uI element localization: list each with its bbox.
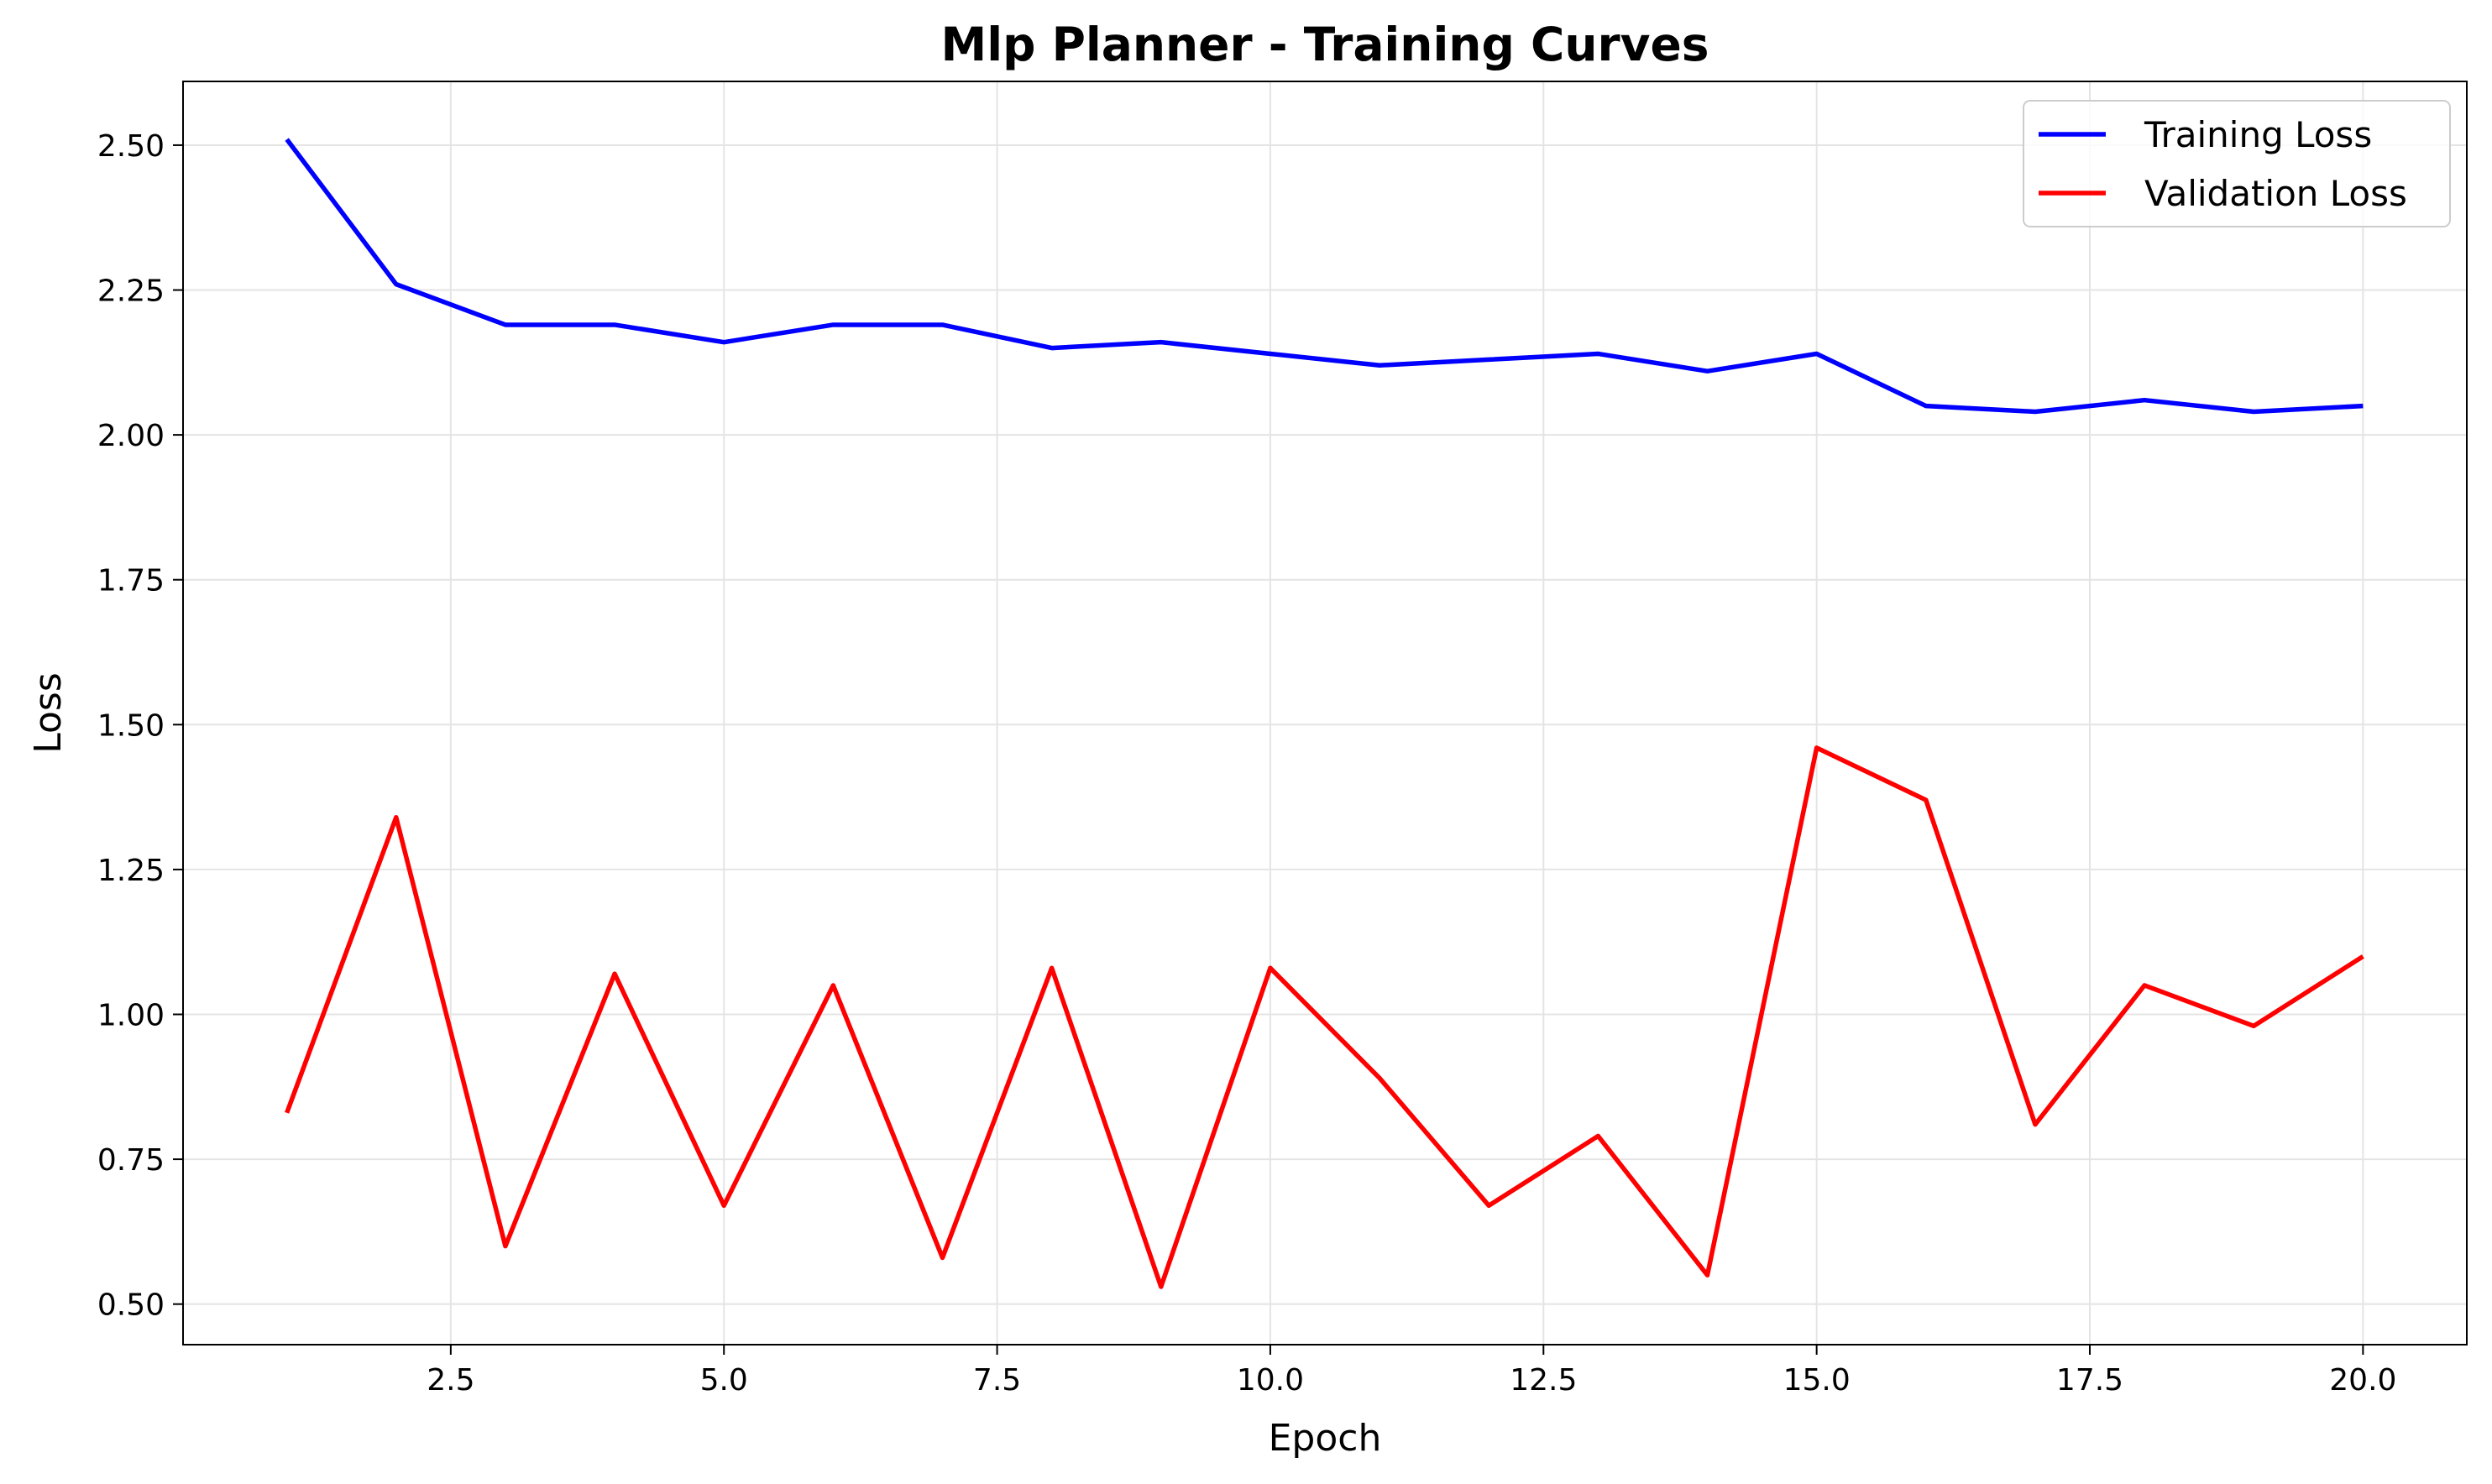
- legend: Training Loss Validation Loss: [2023, 100, 2451, 227]
- legend-box: [2023, 100, 2451, 227]
- validation-loss-line: [285, 745, 2364, 1289]
- series-lines: [285, 138, 2364, 1289]
- legend-label-validation-loss: Validation Loss: [2144, 173, 2407, 214]
- plot-area-frame: [182, 81, 2468, 1346]
- x-tick-label: 20.0: [2329, 1363, 2396, 1398]
- y-tick-label: 1.25: [97, 854, 165, 888]
- y-tick-label: 0.50: [97, 1288, 165, 1323]
- y-tick-label: 1.50: [97, 708, 165, 743]
- x-tick-label: 17.5: [2056, 1363, 2123, 1398]
- grid: [183, 81, 2467, 1345]
- y-tick-label: 2.25: [97, 274, 165, 309]
- training-loss-line: [285, 138, 2364, 415]
- y-axis-label: Loss: [27, 672, 70, 754]
- x-tick-label: 2.5: [427, 1363, 474, 1398]
- x-tick-label: 12.5: [1510, 1363, 1577, 1398]
- legend-label-training-loss: Training Loss: [2144, 114, 2372, 155]
- y-tick-label: 2.00: [97, 419, 165, 453]
- x-axis-label: Epoch: [1269, 1417, 1382, 1460]
- y-tick-label: 1.75: [97, 564, 165, 598]
- x-tick-label: 7.5: [973, 1363, 1021, 1398]
- x-tick-label: 15.0: [1783, 1363, 1851, 1398]
- x-tick-label: 10.0: [1237, 1363, 1304, 1398]
- x-tick-label: 5.0: [700, 1363, 748, 1398]
- y-tick-label: 2.50: [97, 129, 165, 164]
- y-tick-label: 1.00: [97, 998, 165, 1032]
- y-tick-label: 0.75: [97, 1143, 165, 1178]
- chart-title: Mlp Planner - Training Curves: [940, 18, 1709, 71]
- axis-ticks: 2.5 5.0 7.5 10.0 12.5 15.0 17.5 20.0 0.50 0.75 1.0…: [97, 129, 2397, 1398]
